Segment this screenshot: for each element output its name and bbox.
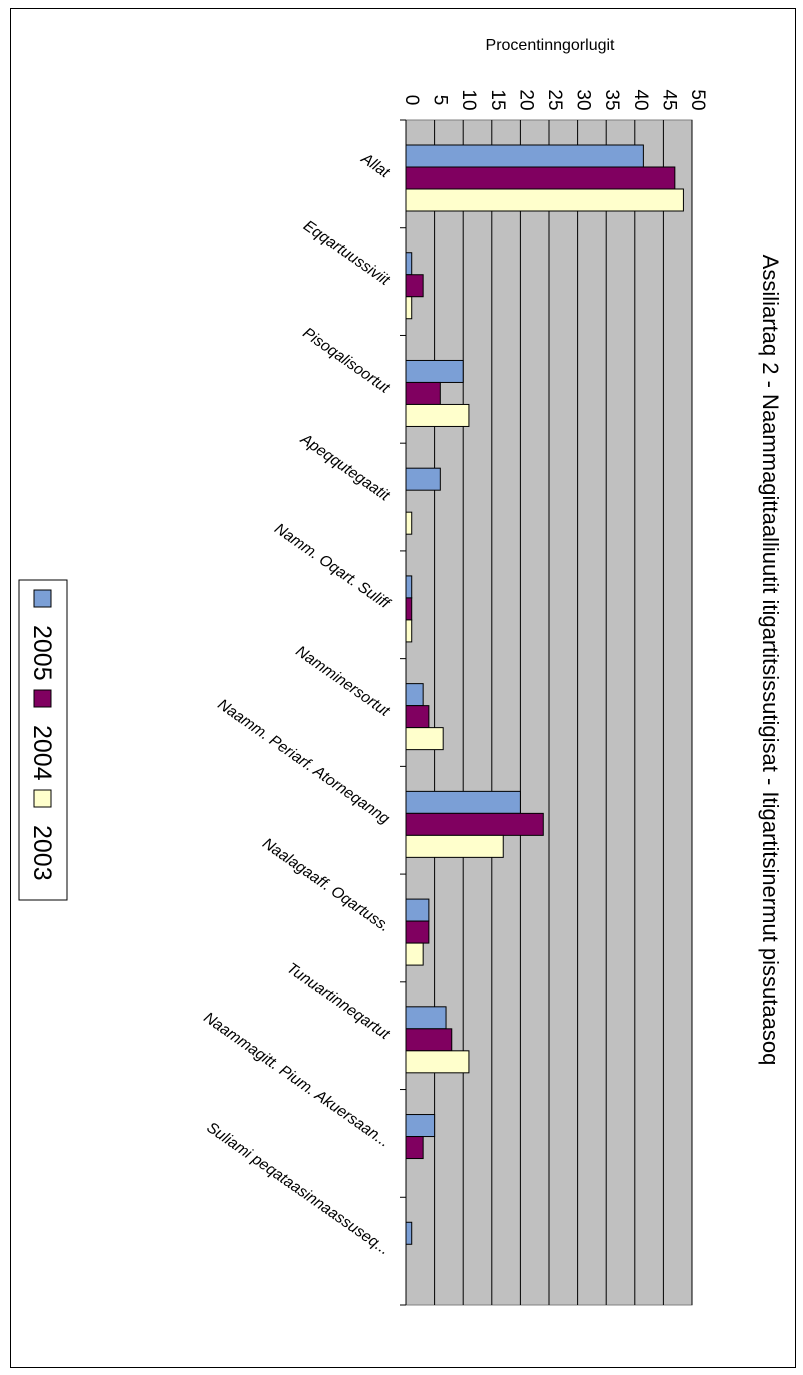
category-label: Allat	[357, 149, 393, 181]
legend-swatch	[33, 589, 52, 608]
bar-2005	[405, 898, 430, 922]
tick-label: 40	[630, 89, 651, 110]
category-label: Eqqartuussiviit	[300, 217, 393, 289]
tick-label: 30	[573, 89, 594, 110]
tick-label: 10	[458, 89, 479, 110]
bar-2003	[405, 403, 470, 427]
bar-2003	[405, 834, 504, 858]
category-label: Pisoqalisoortut	[299, 324, 393, 397]
bar-2003	[405, 619, 413, 643]
bar-2003	[405, 188, 684, 212]
bar-2005	[405, 1006, 447, 1030]
legend-label: 2005	[28, 625, 56, 681]
bar-2003	[405, 727, 444, 751]
bar-2004	[405, 166, 676, 190]
bar-2003	[405, 511, 413, 535]
bar-2005	[405, 144, 644, 168]
bar-2004	[405, 705, 430, 729]
legend: 2005 2004 2003	[18, 579, 68, 901]
bar-2005	[405, 683, 424, 707]
category-label: Namm. Oqart. Suliff	[271, 520, 394, 613]
bar-2005	[405, 467, 441, 491]
bar-2004	[405, 1136, 424, 1160]
bar-2003	[405, 942, 424, 966]
tick-label: 15	[487, 89, 508, 110]
legend-swatch	[33, 689, 52, 708]
tick-label: 25	[544, 89, 565, 110]
bar-2005	[405, 1221, 413, 1245]
chart-title: Assiliartaq 2 - Naammagittaalliuutit iti…	[758, 255, 783, 1066]
bar-2004	[405, 381, 441, 405]
bar-2005	[405, 252, 413, 276]
bar-2003	[405, 1050, 470, 1074]
category-label: Naamm. Periarf. Atorneqanng	[214, 696, 392, 828]
tick-label: 0	[401, 95, 422, 106]
bar-2003	[405, 296, 413, 320]
bar-2004	[405, 920, 430, 944]
category-label: Namminersortut	[292, 643, 393, 721]
bar-2004	[405, 1028, 453, 1052]
bar-2004	[405, 597, 413, 621]
bar-2005	[405, 1114, 436, 1138]
legend-box	[18, 579, 68, 901]
bar-2005	[405, 359, 464, 383]
legend-label: 2003	[28, 825, 56, 881]
tick-label: 50	[687, 89, 708, 110]
bar-2005	[405, 790, 521, 814]
legend-swatch	[33, 789, 52, 808]
chart-frame	[10, 8, 796, 1368]
category-label: Suliami peqataasinnaassuseq...	[203, 1119, 392, 1258]
category-label: Apeqqutegaatit	[296, 430, 393, 505]
bar-2005	[405, 575, 413, 599]
bar-2004	[405, 812, 544, 836]
tick-label: 20	[515, 89, 536, 110]
category-label: Naalagaaff. Oqartuss.	[259, 835, 392, 935]
axis-title: Procentinngorlugit	[486, 37, 616, 54]
legend-label: 2004	[28, 725, 56, 781]
bar-2004	[405, 274, 424, 298]
tick-label: 45	[658, 89, 679, 110]
category-label: Tunuartinneqartut	[283, 960, 393, 1044]
tick-label: 35	[601, 89, 622, 110]
tick-label: 5	[430, 95, 451, 106]
